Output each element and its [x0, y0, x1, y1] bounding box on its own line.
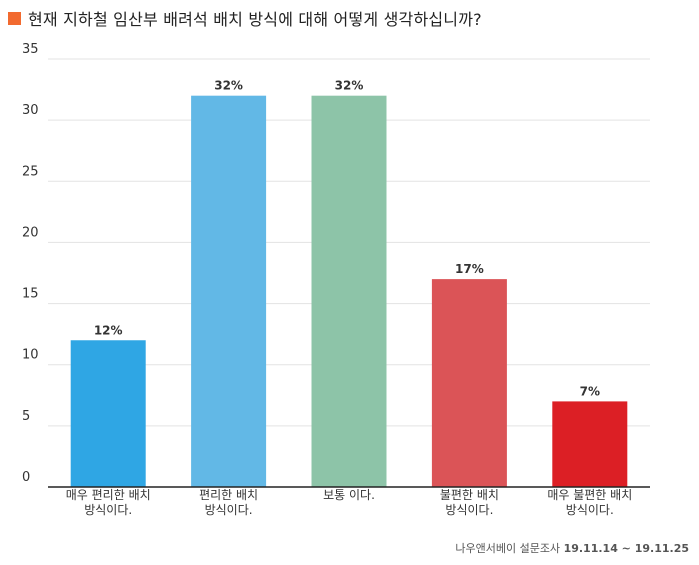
x-tick-label: 방식이다. — [445, 503, 493, 517]
y-tick-label: 30 — [22, 103, 39, 118]
x-tick-label: 방식이다. — [84, 503, 132, 517]
bar — [311, 95, 387, 487]
bar — [191, 95, 267, 487]
data-label: 12% — [94, 323, 123, 337]
x-tick-label: 불편한 배치 — [440, 488, 499, 502]
y-tick-label: 20 — [22, 225, 39, 240]
survey-date: 19.11.14 ~ 19.11.25 — [563, 542, 689, 555]
chart-title: 현재 지하철 임산부 배려석 배치 방식에 대해 어떻게 생각하십니까? — [28, 10, 482, 29]
x-tick-label: 보통 이다. — [323, 488, 375, 502]
y-tick-label: 10 — [22, 348, 39, 363]
x-tick-label: 방식이다. — [566, 503, 614, 517]
data-label: 17% — [455, 262, 484, 276]
x-tick-label: 매우 편리한 배치 — [66, 488, 151, 502]
bar — [431, 279, 507, 487]
data-label: 32% — [214, 79, 243, 93]
source-name: 나우앤서베이 설문조사 — [455, 542, 561, 555]
title-row: 현재 지하철 임산부 배려석 배치 방식에 대해 어떻게 생각하십니까? — [8, 6, 482, 30]
x-tick-label: 편리한 배치 — [199, 488, 258, 502]
title-marker-icon — [8, 11, 21, 25]
x-tick-label: 방식이다. — [205, 503, 253, 517]
bar — [70, 340, 146, 487]
y-tick-label: 5 — [22, 409, 30, 424]
x-tick-label: 매우 불편한 배치 — [547, 488, 632, 502]
y-tick-label: 15 — [22, 287, 39, 302]
survey-source: 나우앤서베이 설문조사 19.11.14 ~ 19.11.25 — [455, 540, 689, 556]
bar — [552, 401, 628, 487]
data-label: 32% — [335, 79, 364, 93]
y-tick-label: 25 — [22, 164, 39, 179]
data-label: 7% — [580, 384, 600, 398]
y-tick-label: 35 — [22, 42, 39, 57]
y-tick-label: 0 — [22, 470, 30, 485]
